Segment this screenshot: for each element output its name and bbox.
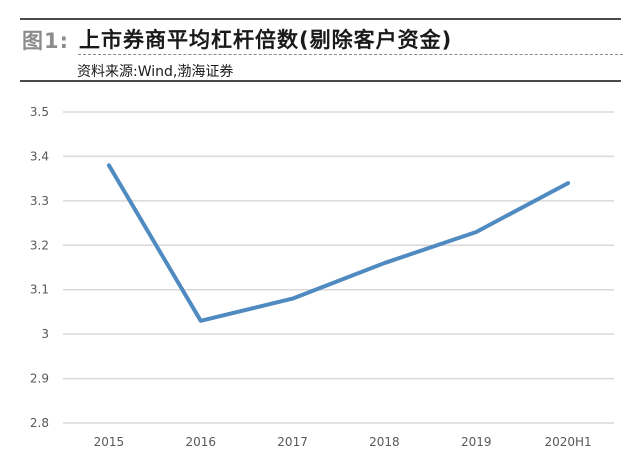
chart-title: 上市券商平均杠杆倍数(剔除客户资金) [79, 28, 453, 52]
y-tick-label: 2.8 [30, 416, 49, 430]
x-tick-label: 2018 [369, 435, 400, 449]
y-axis-ticks: 3.5 3.4 3.3 3.2 3.1 3 2.9 2.8 [30, 105, 49, 430]
y-tick-label: 3.4 [30, 149, 49, 163]
data-source: 资料来源:Wind,渤海证券 [77, 64, 234, 80]
y-tick-label: 3.3 [30, 194, 49, 208]
figure-number: 图1: [22, 29, 70, 53]
y-tick-label: 3.5 [30, 105, 49, 119]
y-tick-label: 3.2 [30, 238, 49, 252]
x-tick-label: 2015 [94, 435, 125, 449]
header-top-rule [20, 18, 621, 20]
x-tick-label: 2017 [277, 435, 308, 449]
x-tick-label: 2019 [461, 435, 492, 449]
y-tick-label: 3 [41, 327, 49, 341]
y-tick-label: 3.1 [30, 283, 49, 297]
header-bottom-rule [20, 80, 621, 82]
series-line-leverage [106, 163, 571, 323]
gridlines [63, 111, 614, 424]
x-axis-ticks: 2015 2016 2017 2018 2019 2020H1 [94, 435, 592, 449]
y-tick-label: 2.9 [30, 372, 49, 386]
x-tick-label: 2020H1 [544, 435, 591, 449]
title-divider [78, 54, 623, 55]
x-tick-label: 2016 [185, 435, 216, 449]
